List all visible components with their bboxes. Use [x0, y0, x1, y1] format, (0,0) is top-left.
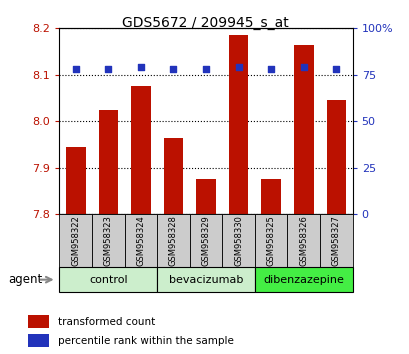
Text: GSM958330: GSM958330	[234, 215, 243, 266]
Text: percentile rank within the sample: percentile rank within the sample	[58, 336, 234, 346]
Bar	[163, 137, 183, 214]
Text: GSM958322: GSM958322	[71, 215, 80, 266]
Bar	[98, 110, 118, 214]
Point	[300, 64, 306, 70]
Point	[332, 67, 339, 72]
Bar	[222, 214, 254, 267]
Text: agent: agent	[8, 273, 43, 286]
Bar	[28, 334, 49, 347]
Bar	[254, 214, 287, 267]
Text: GSM958329: GSM958329	[201, 215, 210, 266]
Bar	[287, 214, 319, 267]
Bar	[293, 45, 313, 214]
Bar	[326, 100, 345, 214]
Text: GSM958328: GSM958328	[169, 215, 178, 266]
Text: transformed count: transformed count	[58, 317, 155, 327]
Bar	[319, 214, 352, 267]
Text: control: control	[89, 275, 127, 285]
Bar	[59, 267, 157, 292]
Point	[72, 67, 79, 72]
Bar	[261, 179, 280, 214]
Bar	[196, 179, 215, 214]
Point	[137, 64, 144, 70]
Bar	[189, 214, 222, 267]
Point	[105, 67, 111, 72]
Bar	[28, 315, 49, 328]
Text: GSM958324: GSM958324	[136, 215, 145, 266]
Bar	[157, 214, 189, 267]
Bar	[254, 267, 352, 292]
Text: bevacizumab: bevacizumab	[169, 275, 243, 285]
Bar	[124, 214, 157, 267]
Text: GSM958323: GSM958323	[103, 215, 112, 266]
Bar	[66, 147, 85, 214]
Point	[235, 64, 241, 70]
Point	[202, 67, 209, 72]
Text: GSM958325: GSM958325	[266, 215, 275, 266]
Point	[170, 67, 176, 72]
Bar	[157, 267, 254, 292]
Bar	[59, 214, 92, 267]
Point	[267, 67, 274, 72]
Bar	[228, 35, 248, 214]
Text: GSM958327: GSM958327	[331, 215, 340, 266]
Text: GSM958326: GSM958326	[299, 215, 308, 266]
Text: GDS5672 / 209945_s_at: GDS5672 / 209945_s_at	[121, 16, 288, 30]
Text: dibenzazepine: dibenzazepine	[263, 275, 343, 285]
Bar	[92, 214, 124, 267]
Bar	[131, 86, 150, 214]
